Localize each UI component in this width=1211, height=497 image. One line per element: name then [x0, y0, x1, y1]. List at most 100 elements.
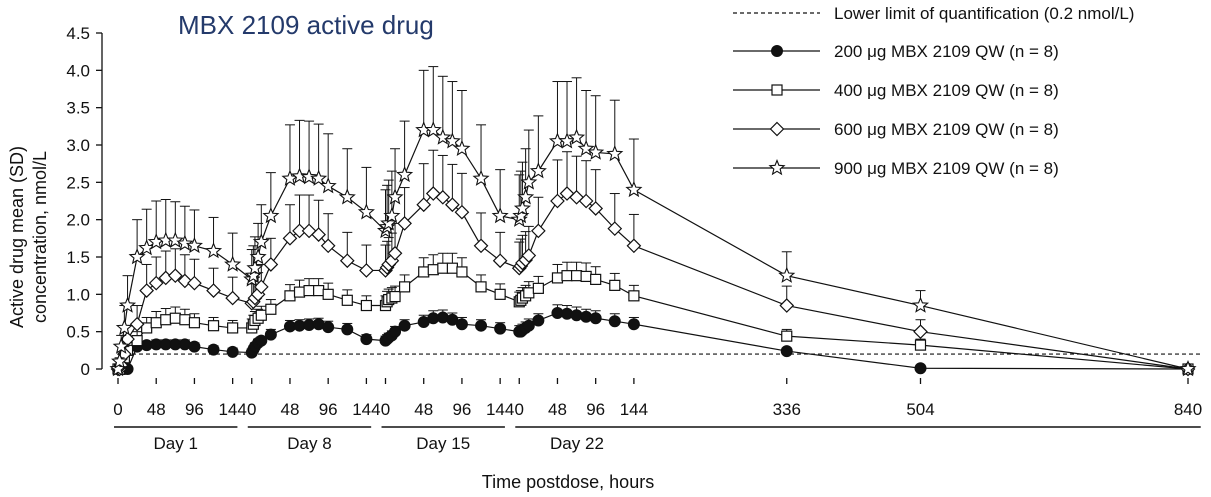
- data-point: [282, 230, 298, 246]
- data-point: [523, 287, 535, 299]
- data-point: [396, 165, 414, 183]
- data-point: [454, 204, 470, 220]
- data-point: [310, 169, 328, 186]
- series-open-diamond: [110, 149, 1196, 377]
- data-point: [249, 248, 267, 265]
- legend-item: 900 μg MBX 2109 QW (n = 8): [733, 159, 1059, 178]
- data-point: [284, 290, 296, 302]
- data-point: [551, 272, 564, 284]
- x-tick-label: 336: [773, 400, 801, 419]
- data-point: [606, 144, 624, 162]
- y-tick-label: 4.5: [66, 24, 90, 43]
- data-point: [265, 303, 277, 315]
- data-point: [781, 330, 793, 342]
- data-point: [494, 322, 507, 335]
- y-tick-label: 2.5: [66, 173, 90, 192]
- legend-label: 400 μg MBX 2109 QW (n = 8): [834, 81, 1059, 100]
- x-tick-label: 144: [620, 400, 648, 419]
- data-point: [424, 121, 442, 138]
- legend-lloq-label: Lower limit of quantification (0.2 nmol/…: [834, 4, 1134, 23]
- y-tick-label: 0.5: [66, 323, 90, 342]
- data-point: [427, 264, 439, 276]
- data-point: [475, 319, 488, 332]
- data-point: [311, 227, 326, 242]
- data-point: [437, 262, 449, 274]
- data-point: [176, 234, 194, 251]
- x-tick-label: 0: [381, 400, 390, 419]
- data-point: [434, 128, 452, 145]
- y-axis-title-line2: concentration, nmol/L: [30, 151, 50, 323]
- data-point: [626, 238, 642, 254]
- data-point: [207, 320, 220, 332]
- data-point: [628, 290, 640, 302]
- data-point: [322, 288, 334, 300]
- data-point: [587, 143, 605, 160]
- data-point: [625, 180, 643, 198]
- x-tick-label: 144: [352, 400, 380, 419]
- x-tick-label: 48: [281, 400, 300, 419]
- data-point: [517, 188, 535, 205]
- data-point: [357, 203, 375, 220]
- data-point: [453, 139, 471, 156]
- data-point: [255, 309, 267, 321]
- y-tick-label: 3.5: [66, 99, 90, 118]
- data-point: [580, 270, 592, 283]
- x-tick-label: 96: [319, 400, 338, 419]
- data-point: [300, 168, 318, 185]
- y-tick-label: 1.0: [66, 285, 90, 304]
- data-point: [290, 167, 309, 184]
- data-point: [224, 255, 242, 272]
- data-point: [532, 282, 544, 294]
- data-point: [1179, 360, 1197, 377]
- data-point: [578, 193, 594, 209]
- x-tick-label: 144: [486, 400, 514, 419]
- data-point: [150, 317, 162, 329]
- data-point: [491, 206, 509, 224]
- data-point: [589, 312, 602, 325]
- x-tick-label: 0: [515, 400, 524, 419]
- data-point: [522, 319, 535, 332]
- data-point: [341, 323, 354, 336]
- data-point: [383, 206, 401, 224]
- data-point: [185, 236, 203, 254]
- data-point: [252, 233, 270, 250]
- data-point: [435, 189, 451, 205]
- data-point: [561, 270, 573, 282]
- data-point: [492, 253, 508, 269]
- data-point: [360, 299, 372, 312]
- data-point: [225, 290, 240, 306]
- data-point: [263, 257, 279, 272]
- day-label: Day 1: [154, 434, 198, 453]
- data-point: [443, 132, 461, 149]
- data-point: [472, 169, 490, 186]
- data-point: [313, 285, 325, 297]
- data-point: [494, 288, 506, 300]
- data-point: [339, 253, 355, 269]
- legend-marker: [769, 121, 785, 137]
- data-point: [207, 343, 220, 356]
- data-point: [129, 316, 145, 332]
- y-tick-label: 2.0: [66, 211, 90, 230]
- data-point: [521, 248, 537, 263]
- x-tick-label: 0: [113, 400, 122, 419]
- data-point: [322, 321, 335, 334]
- day-label: Day 22: [550, 434, 604, 453]
- data-point: [520, 173, 538, 190]
- data-point: [253, 279, 269, 295]
- y-axis: 0 0.5 1.0 1.5 2.0 2.5 3.0 3.5 4.0 4.5: [66, 24, 103, 379]
- data-point: [513, 199, 531, 216]
- data-point: [148, 275, 164, 291]
- data-point: [779, 298, 795, 313]
- x-tick-label: 96: [586, 400, 605, 419]
- data-point: [446, 313, 459, 326]
- data-point: [206, 283, 221, 298]
- legend-item: 400 μg MBX 2109 QW (n = 8): [733, 81, 1059, 100]
- data-point: [387, 245, 403, 261]
- data-point: [609, 279, 621, 291]
- data-point: [179, 314, 191, 326]
- data-point: [397, 216, 412, 231]
- data-point: [570, 270, 583, 282]
- data-point: [112, 337, 130, 354]
- data-point: [303, 285, 315, 297]
- data-point: [226, 345, 239, 358]
